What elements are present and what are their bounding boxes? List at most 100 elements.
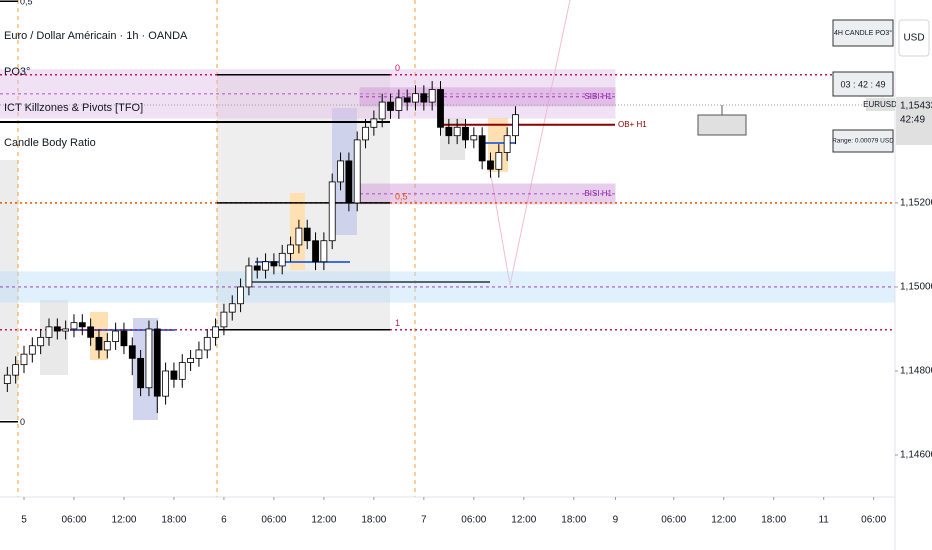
candle-body	[337, 160, 344, 183]
candle-body	[495, 152, 503, 170]
candle-body	[470, 135, 478, 141]
x-tick-label: 7	[421, 515, 427, 526]
panel-range: Range: 0.00079 USD	[832, 138, 894, 145]
indicator-label: PO3°	[4, 66, 30, 78]
panel-box	[832, 71, 894, 97]
x-tick-label: 06:00	[461, 515, 486, 526]
candle-body	[20, 353, 28, 366]
candle-body	[237, 286, 244, 305]
currency-label: USD	[903, 33, 924, 44]
candle-body	[45, 326, 53, 338]
candle-body	[320, 240, 328, 263]
candle-body	[120, 330, 128, 347]
candle-body	[28, 345, 36, 355]
x-tick-label: 18:00	[161, 515, 186, 526]
candle-body	[312, 240, 319, 263]
x-tick-label: 06:00	[61, 515, 86, 526]
level-label: 1	[395, 318, 400, 328]
candle-body	[287, 244, 294, 254]
last-price-label: 1,15433	[900, 101, 932, 112]
x-tick-label: 9	[613, 515, 619, 526]
candle-body	[103, 341, 111, 351]
symbol-tag	[866, 98, 895, 112]
candle-body	[420, 93, 428, 103]
candle-body	[345, 160, 353, 204]
session-box	[133, 318, 158, 420]
x-tick-label: 06:00	[861, 515, 886, 526]
indicator-label: Candle Body Ratio	[4, 137, 96, 149]
session-box	[0, 160, 18, 420]
x-tick-label: 18:00	[561, 515, 586, 526]
candle-body	[203, 336, 211, 351]
panel-title: 4H CANDLE PO3°	[834, 29, 892, 37]
x-tick-label: 18:00	[361, 515, 386, 526]
candle-body	[278, 252, 286, 267]
candle-body	[462, 126, 469, 141]
session-box	[332, 108, 357, 235]
y-tick-label: 1,14800	[900, 366, 932, 377]
candle-body	[62, 328, 70, 332]
axes-layer: 1,15200 1,15000 1,14800 1,14600 5 06:00 12:00 1…	[21, 97, 932, 526]
session-box	[40, 300, 68, 375]
x-tick-label: 12:00	[111, 515, 136, 526]
y-tick-label: 1,14600	[900, 450, 932, 461]
candle-body	[362, 126, 369, 141]
candles-layer	[3, 81, 519, 413]
y-tick-label: 1,15000	[900, 282, 932, 293]
candle-body	[412, 93, 419, 103]
countdown-label: 42:49	[900, 115, 925, 126]
candle-body	[153, 328, 161, 397]
candle-body	[378, 101, 386, 120]
x-tick-label: 11	[818, 515, 829, 526]
candle-body	[328, 181, 336, 242]
candle-body	[37, 336, 45, 347]
candle-body	[220, 311, 228, 328]
candle-body	[270, 261, 278, 267]
candle-body	[212, 326, 219, 338]
candle-body	[487, 160, 494, 170]
x-tick-label: 12:00	[711, 515, 736, 526]
candle-body	[262, 261, 269, 271]
panel-box	[832, 129, 894, 153]
candle-body	[12, 364, 20, 376]
x-tick-label: 12:00	[311, 515, 336, 526]
candle-body	[437, 89, 444, 128]
candle-body	[295, 227, 303, 246]
candle-body	[145, 328, 153, 389]
candle-body	[370, 118, 378, 128]
candle-body	[70, 322, 78, 330]
candle-body	[95, 336, 103, 351]
candle-body	[187, 357, 194, 363]
x-tick-label: 06:00	[661, 515, 686, 526]
trend-line	[509, 0, 571, 286]
candle-body	[512, 114, 519, 137]
candle-body	[428, 89, 436, 103]
candle-body	[178, 362, 186, 380]
level-label: 0	[20, 417, 25, 427]
x-tick-label: 5	[21, 515, 27, 526]
candle-body	[87, 326, 95, 338]
candle-body	[53, 326, 61, 332]
candle-body	[3, 374, 11, 384]
currency-button[interactable]	[898, 19, 930, 57]
po3-candle	[697, 114, 747, 136]
candle-body	[162, 370, 170, 397]
symbol-tag-label: EURUSD	[863, 100, 897, 109]
candle-body	[128, 345, 136, 359]
candle-body	[245, 265, 253, 288]
candle-body	[445, 126, 453, 137]
x-tick-label: 6	[221, 515, 227, 526]
candle-body	[403, 97, 411, 103]
y-tick-label: 1,15200	[900, 198, 932, 209]
indicator-label: ICT Killzones & Pivots [TFO]	[4, 102, 143, 114]
panel-timer: 03 : 42 : 49	[840, 79, 885, 89]
x-tick-label: 18:00	[761, 515, 786, 526]
session-box	[488, 118, 508, 172]
candle-body	[228, 303, 236, 313]
candle-body	[137, 357, 145, 389]
candle-body	[353, 139, 361, 204]
candle-body	[170, 370, 178, 380]
zone-label: SIBI H1	[584, 92, 612, 101]
candle-body	[503, 135, 511, 153]
x-tick-label: 12:00	[511, 515, 536, 526]
